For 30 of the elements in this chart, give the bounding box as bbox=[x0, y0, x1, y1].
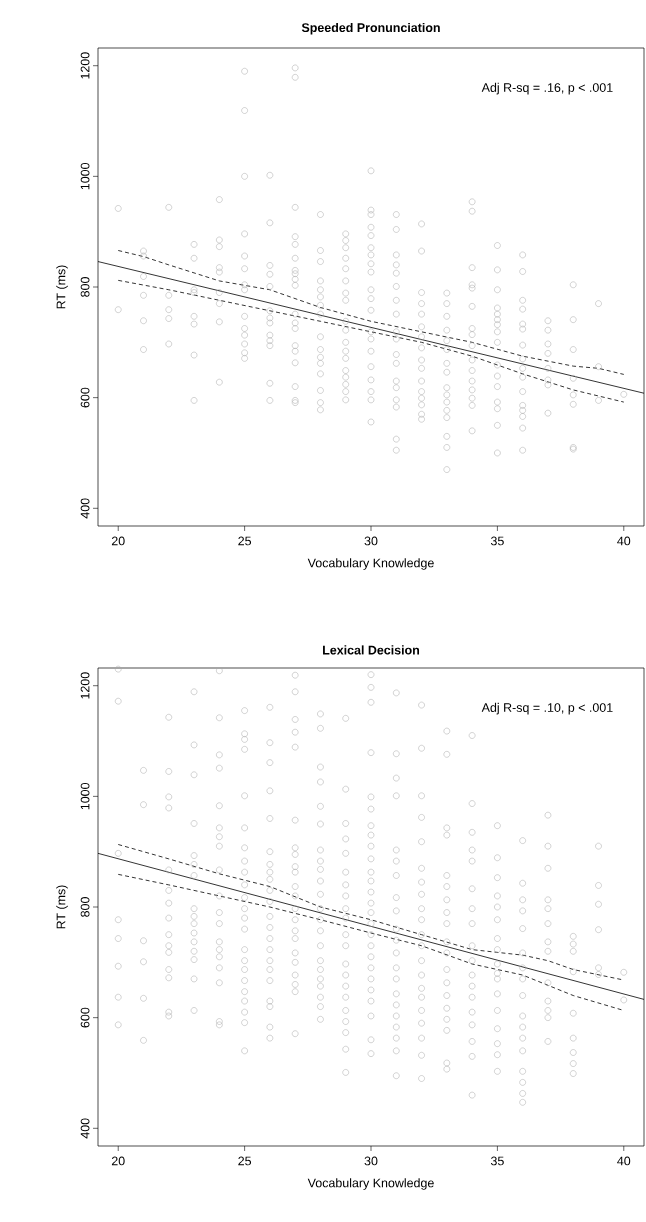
chart-title: Speeded Pronunciation bbox=[301, 22, 440, 35]
x-axis-title: Vocabulary Knowledge bbox=[307, 558, 434, 570]
x-tick-label: 20 bbox=[111, 536, 125, 546]
y-axis-title: RT (ms) bbox=[56, 265, 68, 309]
y-tick-label: 1000 bbox=[80, 163, 90, 190]
y-tick-label: 400 bbox=[80, 1118, 90, 1139]
y-tick-label: 600 bbox=[80, 1007, 90, 1028]
x-tick-label: 40 bbox=[617, 1156, 631, 1166]
y-tick-label: 800 bbox=[80, 897, 90, 917]
y-tick-label: 800 bbox=[80, 277, 90, 297]
x-tick-label: 30 bbox=[364, 536, 378, 546]
x-tick-label: 20 bbox=[111, 1156, 125, 1166]
y-tick-label: 1200 bbox=[80, 672, 90, 699]
y-tick-label: 400 bbox=[80, 498, 90, 519]
line-series bbox=[117, 873, 625, 1011]
x-tick-label: 25 bbox=[238, 536, 252, 546]
y-tick-label: 1200 bbox=[80, 52, 90, 79]
x-tick-label: 40 bbox=[617, 536, 631, 546]
x-tick-label: 35 bbox=[490, 536, 504, 546]
y-axis-title: RT (ms) bbox=[56, 885, 68, 929]
y-tick-label: 600 bbox=[80, 387, 90, 408]
line-series bbox=[117, 250, 625, 375]
x-axis-title: Vocabulary Knowledge bbox=[307, 1178, 434, 1190]
x-tick-label: 30 bbox=[364, 1156, 378, 1166]
annotation: Adj R-sq = .10, p < .001 bbox=[481, 702, 613, 715]
x-tick-label: 25 bbox=[238, 1156, 252, 1166]
x-tick-label: 35 bbox=[490, 1156, 504, 1166]
y-tick-label: 1000 bbox=[80, 783, 90, 810]
annotation: Adj R-sq = .16, p < .001 bbox=[481, 82, 613, 95]
chart-title: Lexical Decision bbox=[323, 645, 420, 655]
